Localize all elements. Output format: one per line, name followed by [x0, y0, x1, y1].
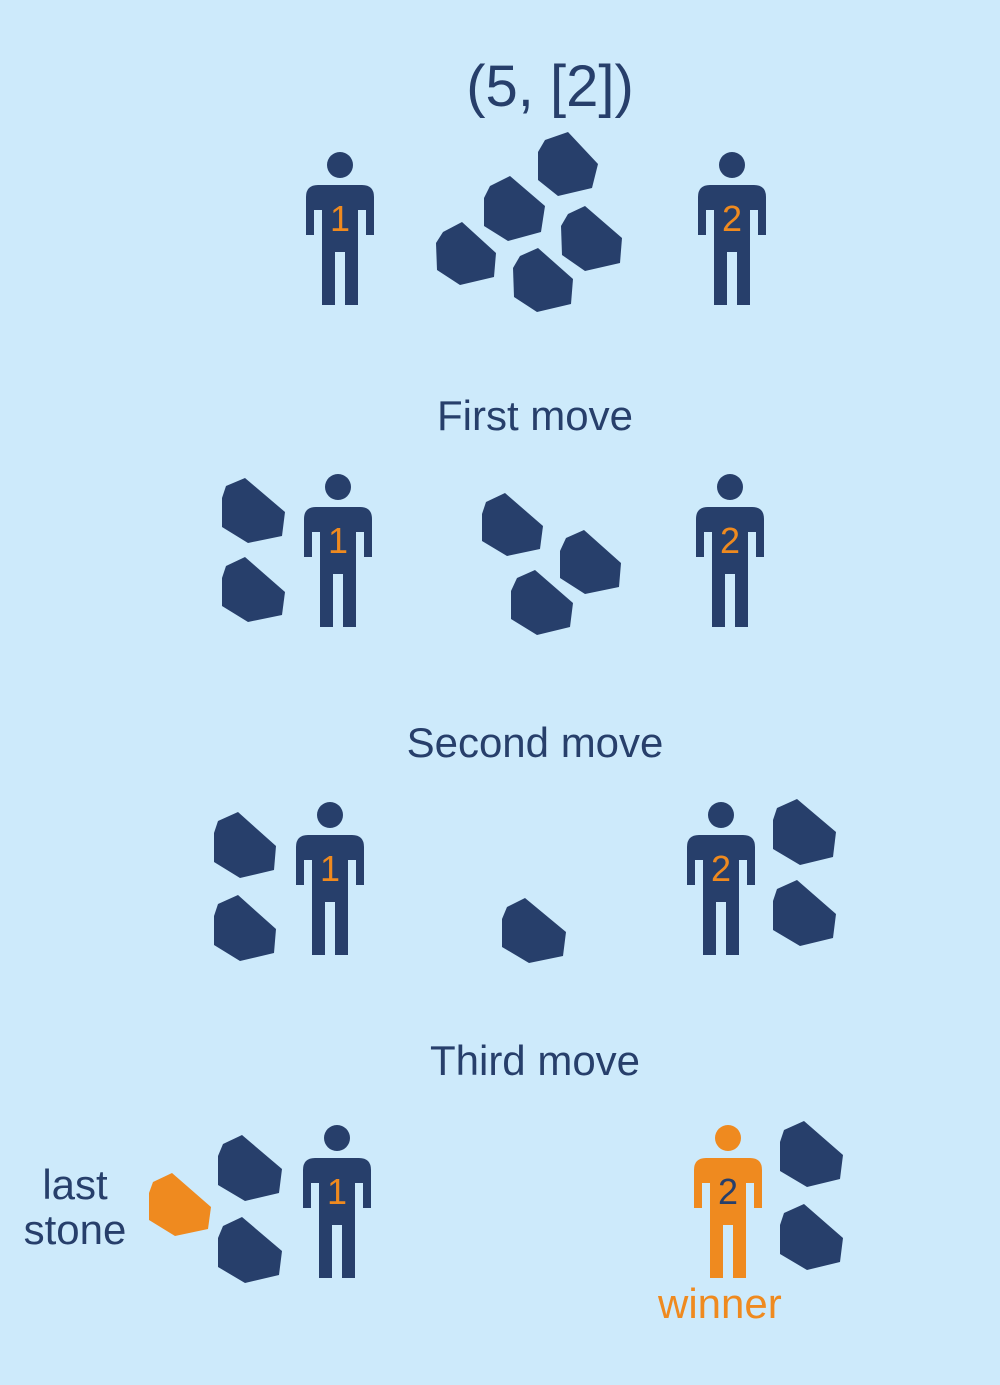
player-1-figure [303, 1125, 371, 1278]
stone [561, 206, 622, 271]
player-1-number: 1 [330, 198, 350, 239]
first-move-label: First move [436, 392, 633, 439]
stone [484, 176, 545, 241]
stone [538, 132, 598, 196]
stone [773, 799, 836, 865]
player-1-number: 1 [328, 520, 348, 561]
player-1-number: 1 [327, 1171, 347, 1212]
stone [513, 248, 573, 312]
stone [218, 1135, 282, 1201]
stone [436, 222, 496, 285]
player-numbers: 1 2 1 2 1 2 1 2 [320, 198, 742, 1212]
stone [560, 530, 621, 594]
player-1-stones [214, 812, 276, 961]
stone [222, 557, 285, 622]
stone [773, 880, 836, 946]
second-move-label: Second move [406, 719, 664, 766]
last-stone [149, 1173, 211, 1236]
player-2-number: 2 [711, 848, 731, 889]
first-move-state [222, 474, 764, 635]
game-title: (5, [2]) [466, 54, 634, 119]
player-1-figure [296, 802, 364, 955]
last-stone-note: last stone [12, 1161, 138, 1253]
stone [218, 1217, 282, 1283]
player-1-figure [306, 152, 374, 305]
second-move-state [214, 799, 836, 963]
stone [214, 812, 276, 878]
player-2-stones [780, 1121, 843, 1270]
stone [780, 1121, 843, 1187]
stone [214, 895, 276, 961]
stone [511, 570, 573, 635]
last-stone-line-1: last [42, 1161, 108, 1208]
remaining-stones [502, 898, 566, 963]
stone [780, 1204, 843, 1270]
player-2-number: 2 [718, 1171, 738, 1212]
remaining-stones [482, 493, 621, 635]
player-1-stones [222, 478, 285, 622]
player-1-figure [304, 474, 372, 627]
player-2-figure [698, 152, 766, 305]
player-1-stones [218, 1135, 282, 1283]
player-2-figure [687, 802, 755, 955]
stone-pile-initial [436, 132, 622, 312]
winner-label: winner [658, 1280, 782, 1327]
player-2-winner-figure [694, 1125, 762, 1278]
stone [502, 898, 566, 963]
player-2-stones [773, 799, 836, 946]
last-stone-line-2: stone [23, 1205, 127, 1253]
player-1-number: 1 [320, 848, 340, 889]
stone [222, 478, 285, 543]
player-2-number: 2 [720, 520, 740, 561]
player-2-number: 2 [722, 198, 742, 239]
stone [482, 493, 543, 556]
third-move-state [149, 1121, 843, 1283]
initial-state [306, 132, 766, 312]
player-2-figure [696, 474, 764, 627]
third-move-label: Third move [429, 1037, 641, 1084]
